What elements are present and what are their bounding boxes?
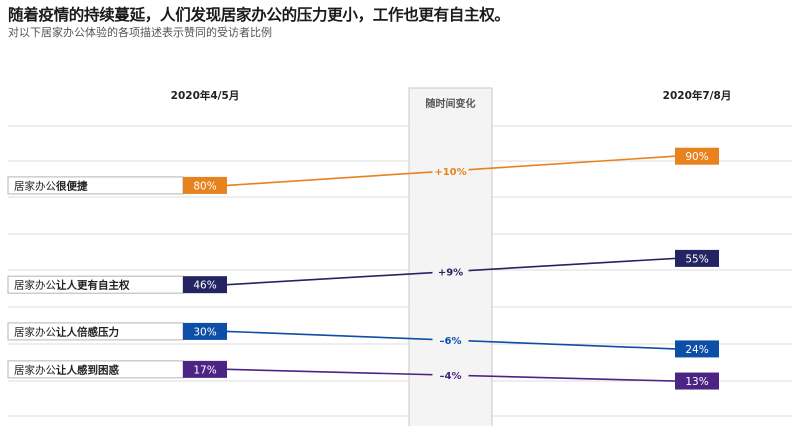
value-box-end xyxy=(675,147,719,165)
value-box-end xyxy=(675,340,719,358)
change-label: +10% xyxy=(434,167,466,178)
value-box-end xyxy=(675,249,719,267)
row-label: 居家办公让人倍感压力 xyxy=(14,325,119,338)
value-label-end: 90% xyxy=(685,151,708,163)
value-label-start: 30% xyxy=(193,326,216,338)
change-label: –4% xyxy=(440,371,462,382)
change-column-header: 随时间变化 xyxy=(426,97,476,110)
change-label: –6% xyxy=(440,336,462,347)
chart-title: 随着疫情的持续蔓延，人们发现居家办公的压力更小，工作也更有自主权。 xyxy=(8,6,510,24)
value-box-end xyxy=(675,372,719,390)
value-label-end: 55% xyxy=(685,253,708,265)
change-label-bg xyxy=(432,368,469,382)
series-layer: 居家办公很便捷 80% 90% +10% 居家办公让人更有自主权 46% 55% +9% 居家办… xyxy=(7,147,719,390)
value-label-end: 13% xyxy=(685,376,708,388)
change-label-bg xyxy=(432,264,469,278)
value-box-start xyxy=(183,360,227,378)
value-label-start: 80% xyxy=(193,180,216,192)
value-label-start: 17% xyxy=(193,364,216,376)
value-box-start xyxy=(183,322,227,340)
period-label-start: 2020年4/5月 xyxy=(171,89,240,102)
row-label: 居家办公让人更有自主权 xyxy=(14,279,130,292)
value-box-start xyxy=(183,276,227,294)
value-box-start xyxy=(183,176,227,194)
chart-subtitle: 对以下居家办公体验的各项描述表示赞同的受访者比例 xyxy=(8,26,272,39)
change-label-bg xyxy=(432,333,469,347)
row-label: 居家办公很便捷 xyxy=(14,179,88,192)
value-label-end: 24% xyxy=(685,344,708,356)
change-label-bg xyxy=(432,163,469,177)
change-label: +9% xyxy=(438,268,463,279)
row-label: 居家办公让人感到困惑 xyxy=(14,363,119,376)
value-label-start: 46% xyxy=(193,280,216,292)
period-label-end: 2020年7/8月 xyxy=(663,89,732,102)
